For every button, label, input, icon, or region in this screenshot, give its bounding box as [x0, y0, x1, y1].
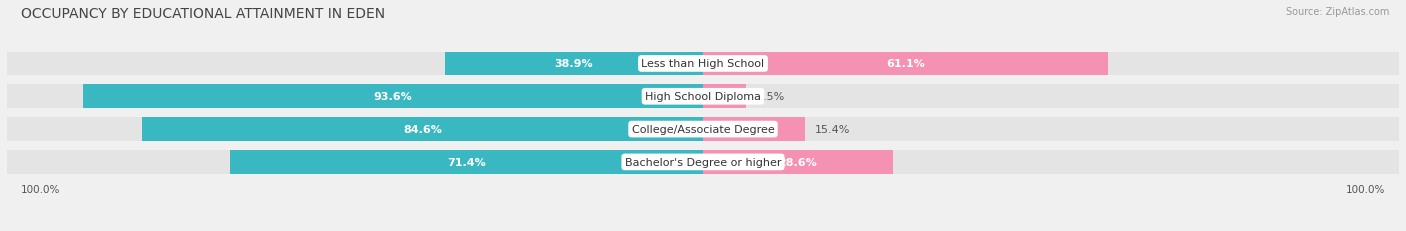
Text: 28.6%: 28.6% — [779, 157, 817, 167]
Bar — [229, 150, 703, 174]
Text: OCCUPANCY BY EDUCATIONAL ATTAINMENT IN EDEN: OCCUPANCY BY EDUCATIONAL ATTAINMENT IN E… — [176, 0, 540, 3]
Text: 93.6%: 93.6% — [374, 92, 412, 102]
Bar — [7, 118, 1399, 141]
Text: 38.9%: 38.9% — [555, 59, 593, 69]
Bar — [7, 52, 1399, 76]
Text: College/Associate Degree: College/Associate Degree — [631, 125, 775, 134]
Text: 15.4%: 15.4% — [815, 125, 851, 134]
Text: Bachelor's Degree or higher: Bachelor's Degree or higher — [624, 157, 782, 167]
Bar — [446, 52, 703, 76]
Bar — [7, 85, 1399, 109]
Text: 84.6%: 84.6% — [404, 125, 441, 134]
Bar — [703, 118, 806, 141]
Bar — [703, 150, 893, 174]
Text: 6.5%: 6.5% — [756, 92, 785, 102]
Text: High School Diploma: High School Diploma — [645, 92, 761, 102]
Bar — [7, 150, 1399, 174]
Bar — [703, 52, 1108, 76]
Text: 71.4%: 71.4% — [447, 157, 485, 167]
Text: 61.1%: 61.1% — [886, 59, 925, 69]
Bar — [142, 118, 703, 141]
Bar — [83, 85, 703, 109]
Text: OCCUPANCY BY EDUCATIONAL ATTAINMENT IN EDEN: OCCUPANCY BY EDUCATIONAL ATTAINMENT IN E… — [21, 7, 385, 21]
Text: Source: ZipAtlas.com: Source: ZipAtlas.com — [1285, 7, 1389, 17]
Bar — [703, 85, 747, 109]
Text: Less than High School: Less than High School — [641, 59, 765, 69]
